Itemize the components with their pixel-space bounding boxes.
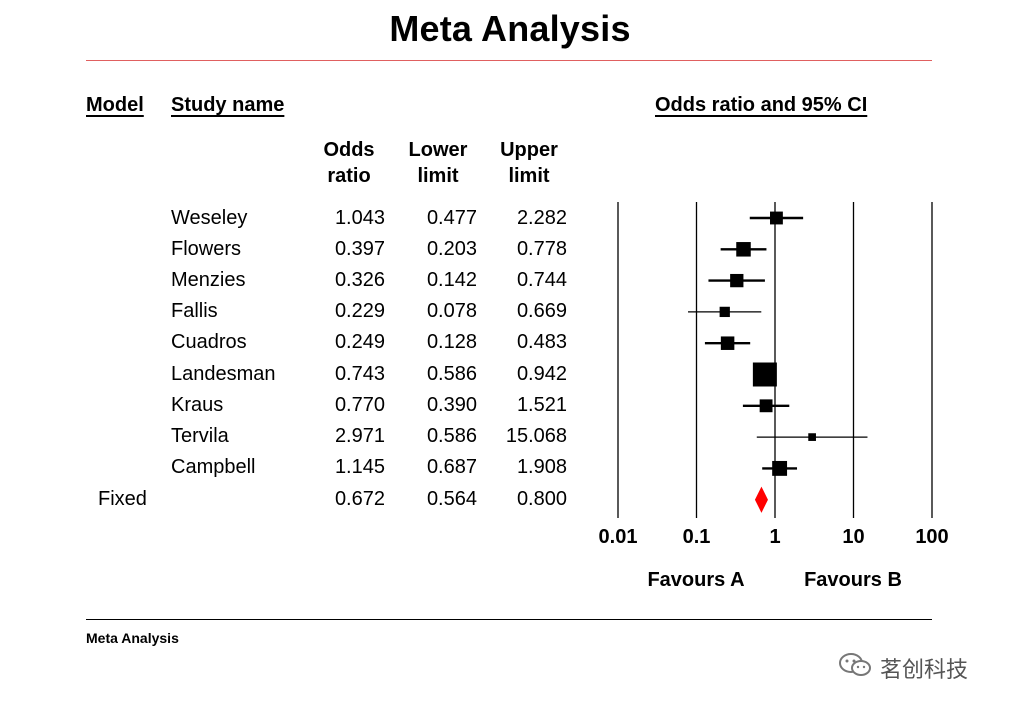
odds-ratio-header-line2: ratio	[327, 165, 371, 187]
study-name-header: Study name	[171, 94, 285, 116]
upper-limit-cell: 0.483	[516, 331, 567, 353]
lower-limit-cell: 0.687	[426, 456, 477, 478]
odds-ratio-cell: 0.743	[334, 363, 385, 385]
upper-limit-header: Upper limit	[484, 137, 574, 189]
upper-limit-cell: 0.744	[516, 269, 567, 291]
lower-limit-cell: 0.586	[426, 363, 477, 385]
study-name-cell: Menzies	[171, 269, 246, 291]
wechat-icon	[838, 652, 872, 684]
lower-limit-cell: 0.128	[426, 331, 477, 353]
x-tick-label: 100	[915, 526, 948, 548]
study-name-cell: Campbell	[171, 456, 256, 478]
upper-limit-cell: 2.282	[516, 207, 567, 229]
odds-ratio-cell: 0.397	[334, 238, 385, 260]
x-tick-label: 0.01	[599, 526, 638, 548]
study-name-cell: Cuadros	[171, 331, 247, 353]
watermark-text: 茗创科技	[880, 657, 969, 682]
title-divider	[86, 60, 932, 61]
odds-ratio-cell: 2.971	[334, 425, 385, 447]
study-name-cell: Weseley	[171, 207, 248, 229]
lower-limit-cell: 0.390	[426, 394, 477, 416]
lower-limit-header-line2: limit	[417, 165, 459, 187]
footer-label: Meta Analysis	[86, 630, 179, 646]
favours-b-label: Favours B	[804, 569, 902, 591]
study-marker	[770, 211, 783, 225]
study-marker	[772, 460, 788, 476]
lower-limit-cell: 0.078	[426, 300, 477, 322]
study-marker	[808, 433, 816, 441]
lower-limit-cell: 0.477	[426, 207, 477, 229]
upper-limit-cell: 1.908	[516, 456, 567, 478]
odds-ratio-header-line1: Odds	[323, 139, 375, 161]
odds-ratio-header: Odds ratio	[304, 137, 394, 189]
upper-limit-cell: 0.942	[516, 363, 567, 385]
upper-limit-header-line1: Upper	[500, 139, 558, 161]
study-marker	[719, 306, 730, 318]
odds-ratio-cell: 0.326	[334, 269, 385, 291]
odds-ratio-cell: 1.145	[334, 456, 385, 478]
odds-ratio-cell: 1.043	[334, 207, 385, 229]
upper-limit-header-line2: limit	[508, 165, 550, 187]
footer-divider	[86, 619, 932, 620]
summary-diamond	[754, 486, 768, 513]
study-marker	[736, 242, 751, 257]
x-tick-label: 10	[842, 526, 864, 548]
summary-lower-limit-cell: 0.564	[426, 488, 477, 510]
study-name-cell: Kraus	[171, 394, 224, 416]
plot-title-header: Odds ratio and 95% CI	[655, 94, 868, 116]
study-name-cell: Tervila	[171, 425, 229, 447]
upper-limit-cell: 0.669	[516, 300, 567, 322]
lower-limit-header-line1: Lower	[408, 139, 468, 161]
lower-limit-header: Lower limit	[393, 137, 483, 189]
odds-ratio-cell: 0.770	[334, 394, 385, 416]
summary-upper-limit-cell: 0.800	[516, 488, 567, 510]
upper-limit-cell: 0.778	[516, 238, 567, 260]
study-marker	[720, 336, 735, 350]
upper-limit-cell: 15.068	[505, 425, 567, 447]
study-marker	[752, 362, 777, 387]
study-name-cell: Fallis	[171, 300, 218, 322]
summary-odds-ratio-cell: 0.672	[334, 488, 385, 510]
study-marker	[759, 399, 773, 413]
model-header: Model	[86, 94, 144, 116]
upper-limit-cell: 1.521	[516, 394, 567, 416]
odds-ratio-cell: 0.229	[334, 300, 385, 322]
study-name-cell: Flowers	[171, 238, 242, 260]
lower-limit-cell: 0.142	[426, 269, 477, 291]
watermark: 茗创科技	[838, 652, 968, 684]
favours-a-label: Favours A	[647, 569, 744, 591]
lower-limit-cell: 0.586	[426, 425, 477, 447]
x-tick-label: 1	[769, 526, 780, 548]
study-marker	[730, 273, 744, 288]
lower-limit-cell: 0.203	[426, 238, 477, 260]
page-title: Meta Analysis	[389, 8, 631, 49]
study-name-cell: Landesman	[171, 363, 276, 385]
x-tick-label: 0.1	[683, 526, 711, 548]
odds-ratio-cell: 0.249	[334, 331, 385, 353]
summary-model-cell: Fixed	[98, 488, 147, 510]
